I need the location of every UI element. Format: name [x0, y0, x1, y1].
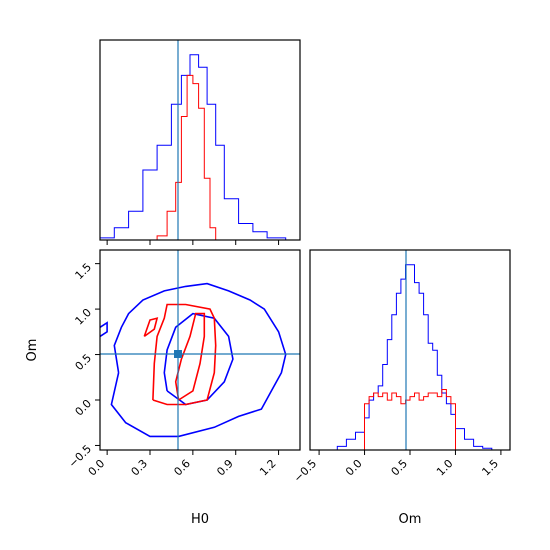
hist_H0-series-0-step	[99, 54, 287, 240]
x-axis-label-om: Om	[399, 512, 422, 527]
scatter_H0_Om-xtick-label: 0.6	[171, 457, 193, 479]
contour-series_a-outer-0	[110, 282, 287, 438]
hist-om-marks	[336, 264, 493, 450]
scatter_H0_Om-ytick-label: 1.5	[73, 261, 95, 283]
hist_Om-series-0-step	[336, 264, 493, 450]
scatter_H0_Om-ytick-label: 0.5	[73, 351, 95, 373]
contour-series_a-outer-2	[99, 321, 108, 338]
contour-panel: 0.0 0.3 0.6 0.9 1.2−0.50.00.51.01.5 H0 Om	[25, 249, 301, 527]
contour-marks	[99, 282, 287, 438]
contour-series_a-inner-1	[163, 312, 234, 406]
contour-ticks: 0.0 0.3 0.6 0.9 1.2−0.50.00.51.01.5	[66, 261, 280, 479]
contour-series_b-inner-5	[143, 317, 159, 338]
hist-om-panel: −0.5 0.0 0.5 1.0 1.5 Om	[291, 249, 511, 527]
scatter_H0_Om-xtick-label: 1.2	[257, 457, 279, 479]
contour-truth-marker	[174, 350, 182, 358]
contour-series_b-outer-3	[152, 303, 217, 406]
hist_H0-series-1-step	[156, 74, 217, 240]
hist-om-frame	[309, 249, 511, 451]
contour-frame	[99, 249, 301, 451]
hist-h0-marks	[99, 54, 287, 240]
scatter_H0_Om-xtick-label: 0.3	[129, 457, 151, 479]
hist_Om-xtick-label: −0.5	[291, 457, 319, 485]
y-axis-label-om: Om	[25, 339, 40, 362]
scatter_H0_Om-xtick-label: 0.0	[86, 457, 108, 479]
hist-h0-panel	[99, 39, 301, 245]
scatter_H0_Om-xtick-label: 0.9	[214, 457, 236, 479]
scatter_H0_Om-ytick-label: 1.0	[73, 306, 95, 328]
hist_Om-series-1-step	[364, 389, 456, 450]
hist-h0-frame	[99, 39, 301, 241]
scatter_H0_Om-ytick-label: 0.0	[73, 397, 95, 419]
hist_Om-xtick-label: 1.5	[479, 457, 501, 479]
hist_Om-xtick-label: 0.0	[343, 457, 365, 479]
hist_Om-xtick-label: 0.5	[389, 457, 411, 479]
hist-h0-ticks	[106, 240, 280, 245]
hist_Om-xtick-label: 1.0	[434, 457, 456, 479]
x-axis-label-h0: H0	[191, 512, 209, 527]
hist-om-ticks: −0.5 0.0 0.5 1.0 1.5	[291, 450, 502, 485]
